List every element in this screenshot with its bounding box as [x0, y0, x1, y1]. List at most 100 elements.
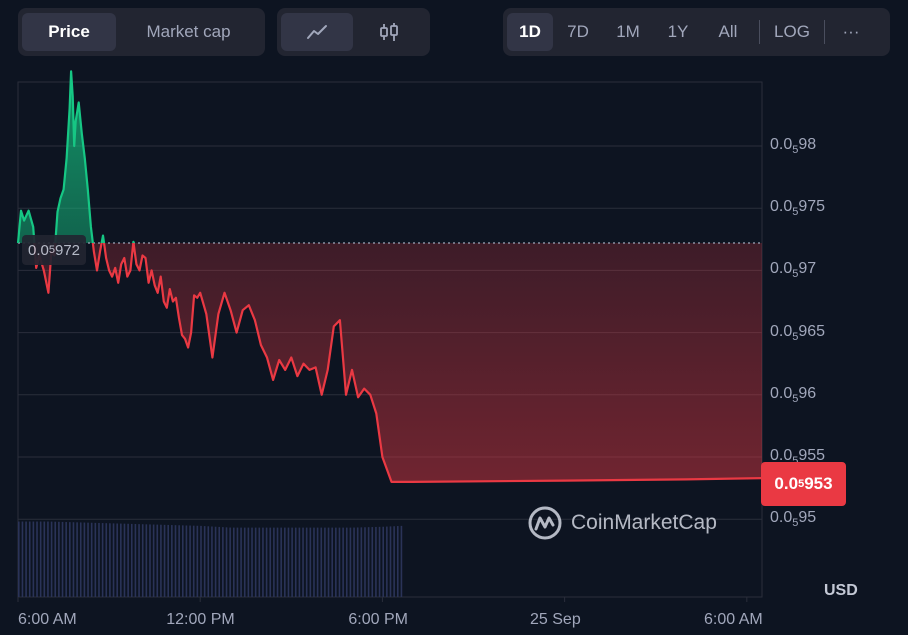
volume-bar: [287, 527, 290, 597]
currency-label: USD: [824, 582, 858, 599]
volume-bar: [123, 523, 126, 597]
volume-bar: [222, 527, 224, 597]
volume-bar: [276, 527, 279, 597]
volume-bar: [120, 523, 122, 597]
volume-bar: [382, 526, 385, 597]
volume-bar: [138, 524, 140, 597]
volume-bar: [152, 524, 155, 597]
coinmarketcap-watermark: CoinMarketCap: [527, 505, 717, 541]
price-tab[interactable]: Price: [22, 13, 116, 51]
volume-bar: [83, 522, 86, 597]
line-chart-icon: [307, 25, 327, 39]
volume-bar: [360, 527, 363, 597]
line-chart-button[interactable]: [281, 13, 353, 51]
volume-bar: [149, 524, 151, 597]
volume-bar: [367, 527, 370, 597]
x-tick-label: 12:00 PM: [166, 611, 235, 628]
log-scale-button[interactable]: LOG: [774, 22, 810, 41]
volume-bar: [324, 527, 326, 597]
volume-bar: [309, 527, 312, 597]
volume-bar: [284, 527, 286, 597]
range-1d[interactable]: 1D: [507, 13, 553, 51]
volume-bar: [87, 522, 89, 597]
volume-bar: [50, 521, 53, 597]
volume-bar: [342, 527, 344, 597]
volume-bar: [178, 525, 180, 597]
volume-bar: [101, 523, 104, 597]
volume-bar: [298, 527, 301, 597]
range-1y[interactable]: 1Y: [667, 22, 689, 41]
volume-bar: [335, 527, 337, 597]
volume-bar: [98, 522, 100, 597]
chart-type-toggle: [277, 8, 430, 56]
price-area: [18, 71, 762, 482]
volume-bar: [69, 522, 71, 597]
y-tick-label: 0.0596: [770, 384, 817, 405]
y-tick-label: 0.0595: [770, 509, 817, 530]
range-7d[interactable]: 7D: [567, 22, 589, 41]
volume-bar: [338, 527, 341, 597]
metric-toggle: Price Market cap: [18, 8, 265, 56]
price-line: [16, 70, 763, 483]
volume-bar: [72, 522, 75, 597]
volume-bar: [185, 525, 188, 597]
x-tick-label: 6:00 AM: [18, 611, 77, 628]
volume-bar: [18, 521, 20, 597]
volume-bar: [378, 526, 381, 597]
more-options-button[interactable]: ···: [842, 22, 860, 41]
volume-bar: [353, 527, 355, 597]
volume-bar: [189, 525, 191, 597]
price-line-up: [16, 70, 135, 244]
volume-bar: [94, 522, 97, 597]
last-price-prefix: 0.0: [774, 474, 799, 493]
volume-bar: [262, 527, 264, 597]
volume-bar: [345, 527, 348, 597]
toolbar-divider: [824, 20, 825, 44]
price-line-down: [18, 243, 763, 483]
volume-bar: [174, 525, 177, 597]
toolbar-divider: [759, 20, 760, 44]
volume-bar: [305, 527, 308, 597]
volume-bar: [294, 527, 297, 597]
y-tick-label: 0.0597: [770, 260, 817, 281]
volume-bar: [320, 527, 323, 597]
x-tick-label: 25 Sep: [530, 611, 581, 628]
x-tick-label: 6:00 PM: [348, 611, 408, 628]
volume-bar: [105, 523, 108, 597]
volume-bar: [316, 527, 319, 597]
volume-bar: [203, 526, 206, 597]
volume-bar: [400, 525, 403, 597]
volume-bar: [156, 524, 159, 597]
volume-bar: [327, 527, 330, 597]
range-all[interactable]: All: [718, 22, 738, 41]
volume-bar: [200, 525, 202, 597]
volume-bar: [251, 527, 253, 597]
volume-bar: [233, 527, 235, 597]
volume-bar: [21, 521, 24, 597]
volume-bar: [160, 524, 162, 597]
x-tick-label: 6:00 AM: [704, 611, 763, 628]
volume-bar: [32, 521, 35, 597]
volume-bar: [236, 527, 239, 597]
volume-bar: [145, 524, 148, 597]
range-1m[interactable]: 1M: [616, 22, 640, 41]
volume-bar: [130, 523, 133, 597]
range-toggle: 1D 7D 1M 1Y All LOG ···: [503, 8, 890, 56]
volume-bar: [291, 527, 293, 597]
volume-bar: [254, 527, 257, 597]
volume-bar: [76, 522, 78, 597]
volume-bar: [396, 526, 399, 597]
volume-bar: [313, 527, 315, 597]
volume-bar: [112, 523, 115, 597]
volume-bar: [171, 525, 173, 597]
volume-bar: [43, 521, 46, 597]
volume-bar: [167, 524, 170, 597]
volume-bar: [196, 525, 199, 597]
candlestick-icon: [380, 23, 398, 41]
candlestick-button[interactable]: [353, 13, 425, 51]
volume-bar: [240, 527, 242, 597]
market-cap-tab[interactable]: Market cap: [146, 22, 231, 41]
down-area: [18, 243, 762, 482]
open-price-label: 0.0 5 972: [22, 235, 87, 265]
